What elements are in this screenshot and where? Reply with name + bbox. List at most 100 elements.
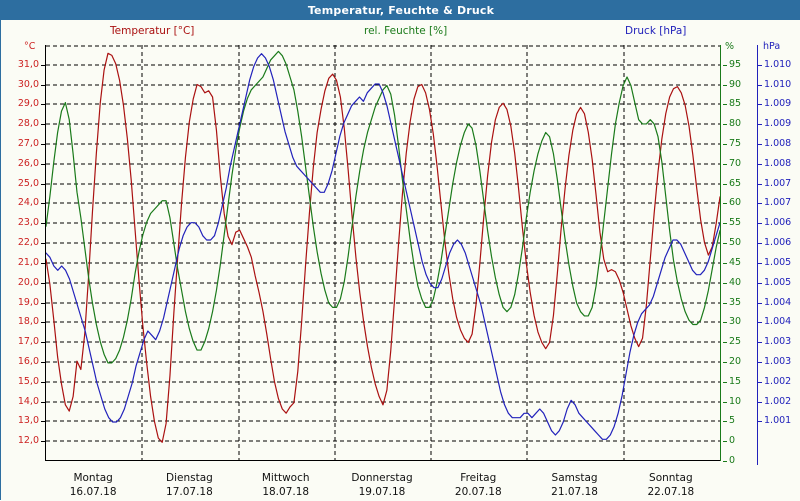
legend-pressure: Druck [hPa] <box>625 25 687 37</box>
x-axis-day-label: Sonntag 22.07.18 <box>623 471 719 499</box>
day-date: 18.07.18 <box>262 486 310 498</box>
temperature-tick-label: 24,0 <box>17 197 39 208</box>
x-axis-day-label: Samstag 21.07.18 <box>526 471 622 499</box>
temperature-tick-mark <box>41 203 45 204</box>
pressure-tick-mark <box>758 322 762 323</box>
humidity-tick-label: 75 <box>729 138 742 149</box>
day-name: Samstag <box>551 472 598 484</box>
pressure-tick-mark <box>758 421 762 422</box>
temperature-tick-label: 19,0 <box>17 297 39 308</box>
x-axis-day-label: Donnerstag 19.07.18 <box>334 471 430 499</box>
humidity-tick-label: 25 <box>729 336 742 347</box>
temperature-tick-label: 22,0 <box>17 237 39 248</box>
pressure-tick-mark <box>758 144 762 145</box>
temperature-tick-mark <box>41 303 45 304</box>
humidity-tick-label: 5 <box>729 415 736 426</box>
day-name: Montag <box>73 472 113 484</box>
temperature-tick-label: 23,0 <box>17 217 39 228</box>
humidity-tick-mark <box>723 362 727 363</box>
humidity-tick-label: 20 <box>729 356 742 367</box>
humidity-tick-label-zero: 0 <box>729 455 736 466</box>
humidity-tick-mark <box>723 441 727 442</box>
day-date: 22.07.18 <box>647 486 695 498</box>
humidity-tick-label: 60 <box>729 197 742 208</box>
temperature-tick-mark <box>41 144 45 145</box>
temperature-tick-mark <box>41 441 45 442</box>
pressure-tick-label: 1.009 <box>764 98 792 109</box>
temperature-tick-label: 25,0 <box>17 178 39 189</box>
temperature-tick-mark <box>41 85 45 86</box>
pressure-tick-label: 1.001 <box>764 415 792 426</box>
humidity-tick-label: 10 <box>729 396 742 407</box>
pressure-tick-label: 1.003 <box>764 336 792 347</box>
window-title: Temperatur, Feuchte & Druck <box>307 4 495 17</box>
temperature-tick-label: 21,0 <box>17 257 39 268</box>
pressure-tick-mark <box>758 203 762 204</box>
humidity-tick-label: 30 <box>729 316 742 327</box>
x-axis-day-label: Dienstag 17.07.18 <box>141 471 237 499</box>
humidity-tick-label: 65 <box>729 178 742 189</box>
pressure-tick-mark <box>758 184 762 185</box>
humidity-tick-label: 40 <box>729 277 742 288</box>
humidity-tick-label: 55 <box>729 217 742 228</box>
day-name: Freitag <box>460 472 497 484</box>
temperature-tick-label: 28,0 <box>17 118 39 129</box>
humidity-tick-label: 70 <box>729 158 742 169</box>
temperature-tick-label: 13,0 <box>17 415 39 426</box>
pressure-tick-mark <box>758 402 762 403</box>
pressure-tick-label: 1.004 <box>764 297 792 308</box>
humidity-tick-mark <box>723 283 727 284</box>
pressure-tick-label: 1.002 <box>764 396 792 407</box>
temperature-tick-label: 31,0 <box>17 59 39 70</box>
legend-humidity: rel. Feuchte [%] <box>364 25 448 37</box>
humidity-tick-mark <box>723 203 727 204</box>
pressure-tick-label: 1.010 <box>764 59 792 70</box>
temperature-tick-label: 18,0 <box>17 316 39 327</box>
pressure-tick-mark <box>758 263 762 264</box>
x-axis-day-label: Montag 16.07.18 <box>45 471 141 499</box>
humidity-tick-label: 0 <box>729 435 736 446</box>
axis-unit-percent: % <box>725 41 735 52</box>
pressure-tick-label: 1.007 <box>764 178 792 189</box>
pressure-tick-mark <box>758 85 762 86</box>
humidity-tick-label: 90 <box>729 79 742 90</box>
pressure-tick-label: 1.010 <box>764 79 792 90</box>
humidity-tick-mark <box>723 184 727 185</box>
humidity-tick-mark <box>723 164 727 165</box>
axis-temperature: 31,0 30,0 29,0 28,0 27,0 26,0 25,0 24,0 23,0 22,0… <box>1 45 45 465</box>
day-name: Mittwoch <box>261 472 310 484</box>
humidity-tick-mark <box>723 104 727 105</box>
temperature-tick-label: 12,0 <box>17 435 39 446</box>
temperature-tick-mark <box>41 104 45 105</box>
pressure-tick-label: 1.008 <box>764 138 792 149</box>
humidity-tick-mark <box>723 144 727 145</box>
temperature-tick-mark <box>41 322 45 323</box>
humidity-tick-label: 80 <box>729 118 742 129</box>
humidity-tick-mark <box>723 124 727 125</box>
humidity-tick-mark <box>723 223 727 224</box>
pressure-tick-mark <box>758 164 762 165</box>
temperature-tick-mark <box>41 402 45 403</box>
humidity-tick-mark <box>723 342 727 343</box>
axis-unit-celsius: °C <box>24 41 36 52</box>
humidity-tick-label: 50 <box>729 237 742 248</box>
temperature-tick-label: 14,0 <box>17 396 39 407</box>
temperature-tick-mark <box>41 164 45 165</box>
pressure-tick-label: 1.004 <box>764 316 792 327</box>
temperature-tick-mark <box>41 342 45 343</box>
pressure-tick-label: 1.005 <box>764 257 792 268</box>
humidity-tick-mark <box>723 85 727 86</box>
pressure-tick-mark <box>758 362 762 363</box>
pressure-tick-mark <box>758 223 762 224</box>
temperature-tick-mark <box>41 382 45 383</box>
x-axis-day-label: Mittwoch 18.07.18 <box>238 471 334 499</box>
humidity-tick-mark <box>723 303 727 304</box>
humidity-tick-label: 15 <box>729 376 742 387</box>
day-name: Donnerstag <box>351 472 413 484</box>
legend-temperature: Temperatur [°C] <box>110 25 195 37</box>
temperature-tick-mark <box>41 263 45 264</box>
humidity-tick-mark <box>723 322 727 323</box>
pressure-tick-mark <box>758 124 762 125</box>
pressure-tick-mark <box>758 243 762 244</box>
temperature-tick-mark <box>41 283 45 284</box>
